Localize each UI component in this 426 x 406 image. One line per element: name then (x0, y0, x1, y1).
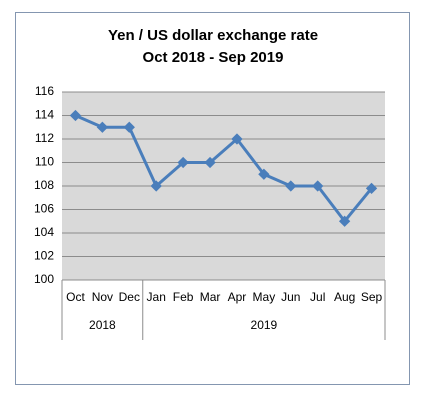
y-tick-label: 112 (35, 131, 54, 145)
x-tick-label: Aug (334, 290, 355, 304)
data-point (312, 180, 324, 192)
x-tick-label: Oct (66, 290, 85, 304)
x-tick-label: Dec (119, 290, 140, 304)
x-tick-label: Feb (173, 290, 194, 304)
y-tick-label: 106 (34, 202, 54, 216)
x-tick-label: Mar (200, 290, 221, 304)
data-point (204, 156, 216, 169)
data-point (338, 215, 351, 227)
data-point (150, 180, 162, 192)
data-point (231, 133, 243, 145)
x-tick-label: Jan (147, 290, 166, 304)
chart-subtitle: Oct 2018 - Sep 2019 (143, 49, 284, 66)
data-point (285, 180, 297, 192)
x-tick-label: Nov (92, 290, 113, 304)
x-tick-label: Jun (281, 290, 300, 304)
data-point (123, 121, 135, 133)
x-tick-label: Sep (361, 290, 383, 304)
y-tick-label: 100 (34, 272, 54, 286)
data-point (258, 168, 270, 180)
group-label: 2018 (89, 318, 116, 332)
x-tick-label: Apr (228, 290, 247, 304)
y-tick-label: 116 (35, 84, 54, 98)
y-tick-label: 108 (34, 178, 54, 192)
y-tick-label: 104 (34, 225, 54, 239)
x-tick-label: May (253, 290, 276, 304)
data-point (177, 156, 189, 169)
chart-title: Yen / US dollar exchange rate (108, 27, 318, 44)
y-tick-label: 102 (34, 249, 54, 263)
group-label: 2019 (251, 318, 278, 332)
data-point (365, 182, 378, 195)
y-tick-label: 110 (35, 155, 54, 169)
y-tick-label: 114 (35, 108, 54, 122)
x-tick-label: Jul (310, 290, 325, 304)
